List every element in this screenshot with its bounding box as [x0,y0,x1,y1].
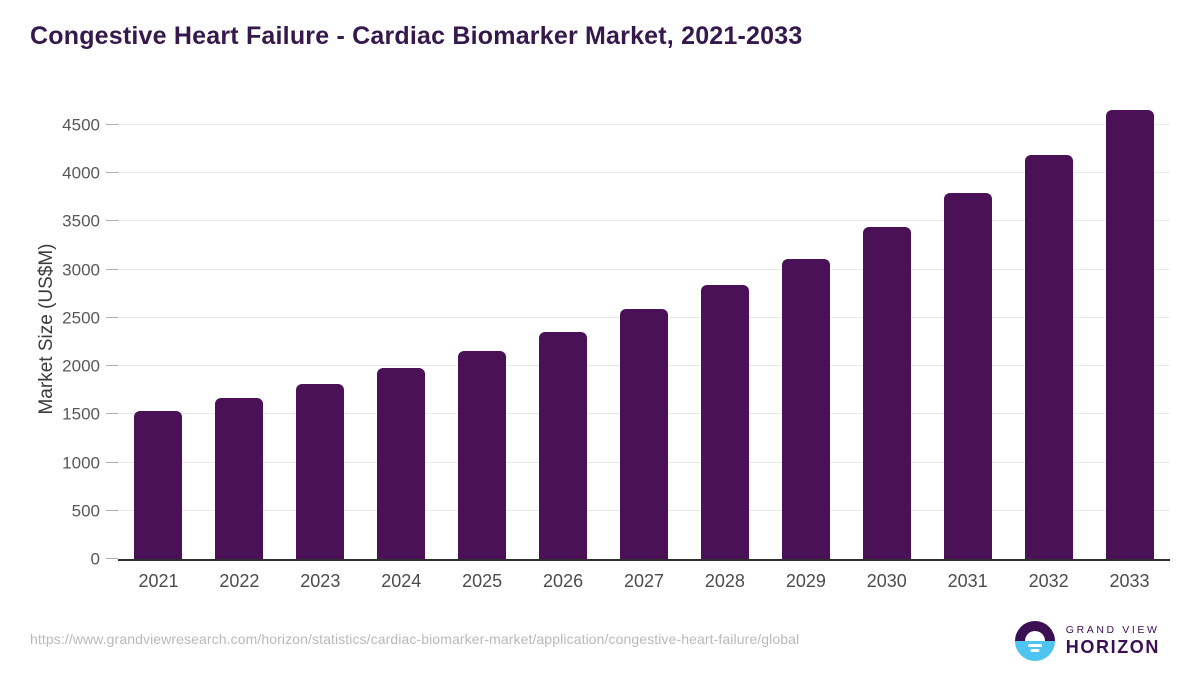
y-tick-label: 2500 [62,308,100,328]
x-axis-label: 2029 [785,571,826,591]
bar-2028 [700,285,749,559]
gridline [118,268,1170,270]
bar-column [604,99,685,559]
y-tick-label: 3000 [62,260,100,280]
x-axis-label: 2027 [623,571,665,591]
y-tick-mark [106,413,118,415]
logo-reflection-bar [1030,649,1040,652]
bar-column [1089,99,1170,559]
y-tick-mark [106,220,118,222]
y-tick-mark [106,509,118,511]
gridline [118,172,1170,174]
bar-column [361,99,442,559]
x-axis-label: 2023 [300,571,341,591]
x-axis-label: 2028 [704,571,745,591]
x-axis-label: 2030 [866,571,907,591]
bar-2022 [215,397,264,559]
x-axis-label: 2022 [219,571,260,591]
x-axis-label: 2021 [138,571,179,591]
y-tick-mark [106,124,118,126]
bar-2032 [1024,154,1073,559]
y-tick-mark [106,558,118,559]
bars [118,99,1170,559]
bar-2033 [1105,110,1154,559]
bar-column [199,99,280,559]
bar-2027 [619,309,668,559]
bar-column [846,99,927,559]
x-axis-label: 2032 [1028,571,1069,591]
y-tick-label: 1500 [62,404,100,424]
gridline [118,124,1170,126]
y-tick-mark [106,365,118,367]
bar-column [523,99,604,559]
x-axis-label: 2024 [381,571,422,591]
y-tick-label: 4500 [62,115,100,135]
source-url: https://www.grandviewresearch.com/horizo… [30,631,800,647]
x-axis-label: 2026 [543,571,584,591]
y-tick-label: 1000 [62,453,100,473]
logo-text: GRAND VIEW HORIZON [1066,624,1160,657]
logo-brand-top: GRAND VIEW [1065,624,1160,637]
bar-2030 [862,227,911,559]
bar-2026 [539,331,588,559]
y-tick-label: 2000 [62,356,100,376]
y-tick-mark [106,172,118,174]
y-tick-mark [106,316,118,318]
bar-column [765,99,846,559]
x-axis-label: 2025 [462,571,503,591]
y-tick-label: 4000 [62,163,100,183]
bar-2031 [943,193,992,559]
logo-brand-bottom: HORIZON [1065,636,1160,657]
bar-column [118,99,199,559]
bar-column [1008,99,1089,559]
x-axis-label: 2033 [1109,571,1150,591]
bar-column [927,99,1008,559]
x-axis-label: 2031 [947,571,988,591]
page-title: Congestive Heart Failure - Cardiac Bioma… [30,22,803,50]
bar-2025 [458,350,507,559]
y-tick-label: 500 [71,501,100,521]
bar-column [442,99,523,559]
bar-2023 [296,384,345,559]
horizon-sunrise-icon [1014,621,1055,661]
y-tick-mark [106,268,118,270]
grandview-horizon-logo: GRAND VIEW HORIZON [1014,621,1160,661]
logo-sun-shape [1024,631,1045,641]
plot-area [106,99,1170,561]
bar-column [280,99,361,559]
bar-2029 [781,258,830,559]
y-tick-mark [106,461,118,463]
bar-2024 [377,368,426,559]
x-axis-labels: 2021 2022 2023 2024 2025 2026 2027 2028 2029 2030… [118,561,1170,592]
bar-column [684,99,765,559]
gridline [118,220,1170,222]
bar-2021 [134,410,183,559]
logo-reflection-bar [1027,644,1042,647]
y-axis-tick-labels: 0 500 1000 1500 2000 2500 3000 3500 4000 4500 [0,99,100,568]
y-tick-label: 3500 [62,211,100,231]
y-tick-label: 0 [90,549,100,569]
